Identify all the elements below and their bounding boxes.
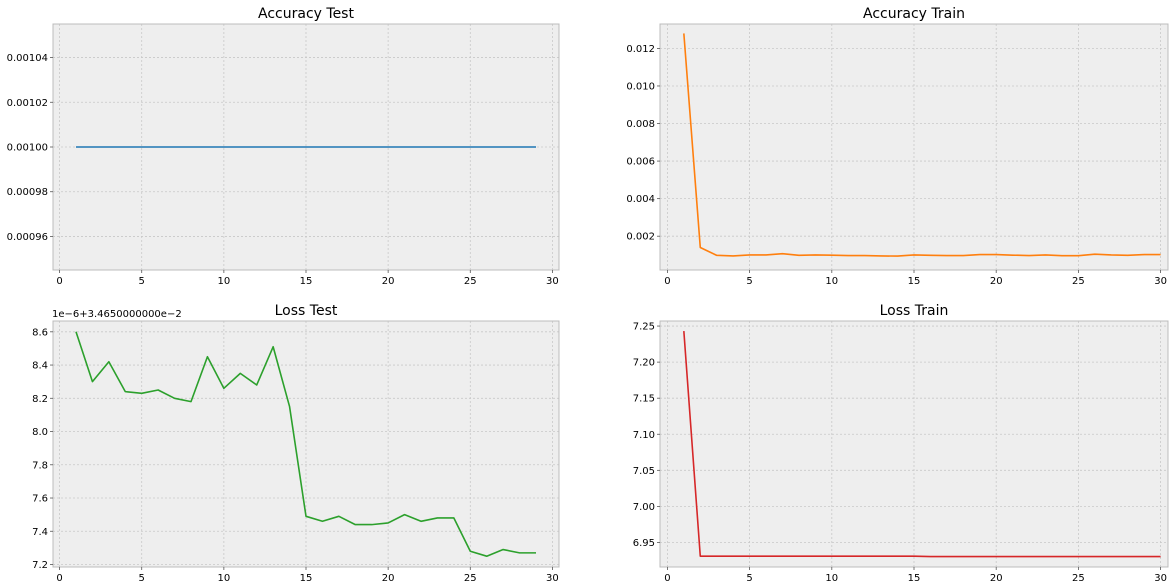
accuracy-test-ytick-label-2: 0.00100 — [7, 143, 48, 154]
accuracy-test-xtick-label-5: 25 — [464, 276, 477, 287]
loss-test-ytick-label-5: 8.2 — [32, 394, 48, 405]
chart-accuracy-train: 0 5 10 15 20 25 30 0.002 0.004 0.006 0.008 0.010 0.0… — [626, 6, 1169, 287]
accuracy-test-xtick-label-1: 5 — [139, 276, 145, 287]
accuracy-test-title: Accuracy Test — [258, 6, 354, 22]
accuracy-test-ytick-label-0: 0.00096 — [7, 232, 48, 243]
accuracy-train-xtick-label-6: 30 — [1154, 276, 1167, 287]
loss-train-ytick-label-4: 7.15 — [633, 394, 655, 405]
loss-train-ytick-label-3: 7.10 — [633, 430, 655, 441]
loss-train-xtick-label-4: 20 — [990, 573, 1003, 584]
accuracy-train-title: Accuracy Train — [863, 6, 965, 22]
accuracy-train-ytick-label-4: 0.010 — [626, 81, 655, 92]
accuracy-train-xtick-label-4: 20 — [990, 276, 1003, 287]
loss-train-xtick-label-1: 5 — [746, 573, 752, 584]
accuracy-train-xtick-label-2: 10 — [825, 276, 838, 287]
chart-loss-train: 0 5 10 15 20 25 30 6.95 7.00 7.05 7.10 7.15 7.20 7.25… — [633, 303, 1169, 584]
accuracy-test-ytick-label-3: 0.00102 — [7, 98, 48, 109]
loss-test-xtick-label-6: 30 — [546, 573, 559, 584]
loss-train-ytick-label-2: 7.05 — [633, 466, 655, 477]
accuracy-train-xtick-label-5: 25 — [1072, 276, 1085, 287]
loss-train-xtick-label-0: 0 — [664, 573, 670, 584]
accuracy-train-ytick-label-5: 0.012 — [626, 44, 655, 55]
loss-train-title: Loss Train — [880, 303, 949, 319]
loss-test-ytick-label-0: 7.2 — [32, 560, 48, 571]
loss-train-xtick-label-5: 25 — [1072, 573, 1085, 584]
accuracy-test-xtick-label-4: 20 — [382, 276, 395, 287]
chart-loss-test: 0 5 10 15 20 25 30 7.2 7.4 7.6 7.8 8.0 8.2 8.4 8.6 Loss… — [32, 303, 560, 584]
accuracy-train-xtick-label-1: 5 — [746, 276, 752, 287]
accuracy-train-series-line-0 — [683, 33, 1161, 257]
loss-test-ytick-label-4: 8.0 — [32, 427, 48, 438]
loss-train-ytick-label-0: 6.95 — [633, 538, 655, 549]
charts-root: 0 5 10 15 20 25 30 0.00096 0.00098 0.00100 0.00102… — [7, 6, 1169, 584]
accuracy-train-ytick-label-1: 0.004 — [626, 194, 655, 205]
loss-test-xtick-label-2: 10 — [217, 573, 230, 584]
accuracy-test-ytick-label-1: 0.00098 — [7, 187, 48, 198]
accuracy-train-ytick-label-0: 0.002 — [626, 232, 655, 243]
accuracy-test-xtick-label-6: 30 — [546, 276, 559, 287]
loss-test-ytick-label-1: 7.4 — [32, 527, 48, 538]
loss-test-ytick-label-2: 7.6 — [32, 494, 48, 505]
accuracy-train-xtick-label-0: 0 — [664, 276, 670, 287]
loss-train-ytick-label-6: 7.25 — [633, 322, 655, 333]
loss-test-ytick-label-6: 8.4 — [32, 361, 48, 372]
loss-test-xtick-label-0: 0 — [56, 573, 62, 584]
accuracy-train-ytick-label-3: 0.008 — [626, 119, 655, 130]
loss-test-ytick-label-7: 8.6 — [32, 327, 48, 338]
loss-test-xtick-label-1: 5 — [139, 573, 145, 584]
loss-train-ytick-label-5: 7.20 — [633, 358, 655, 369]
loss-test-offset-label: 1e−6+3.4650000000e−2 — [52, 309, 182, 320]
loss-test-series-line-0 — [75, 331, 536, 558]
loss-train-xtick-label-3: 15 — [908, 573, 921, 584]
accuracy-train-ytick-label-2: 0.006 — [626, 157, 655, 168]
chart-accuracy-test: 0 5 10 15 20 25 30 0.00096 0.00098 0.00100 0.00102… — [7, 6, 560, 287]
accuracy-train-xtick-label-3: 15 — [908, 276, 921, 287]
loss-test-ytick-label-3: 7.8 — [32, 460, 48, 471]
loss-test-xtick-label-4: 20 — [382, 573, 395, 584]
accuracy-test-xtick-label-3: 15 — [300, 276, 313, 287]
accuracy-test-xtick-label-2: 10 — [217, 276, 230, 287]
accuracy-test-ytick-label-4: 0.00104 — [7, 53, 48, 64]
loss-train-xtick-label-6: 30 — [1154, 573, 1167, 584]
loss-test-title: Loss Test — [275, 303, 338, 319]
accuracy-test-xtick-label-0: 0 — [56, 276, 62, 287]
loss-test-xtick-label-5: 25 — [464, 573, 477, 584]
loss-train-xtick-label-2: 10 — [825, 573, 838, 584]
loss-train-ytick-label-1: 7.00 — [633, 502, 655, 513]
loss-train-series-line-0 — [683, 331, 1161, 558]
loss-test-xtick-label-3: 15 — [300, 573, 313, 584]
